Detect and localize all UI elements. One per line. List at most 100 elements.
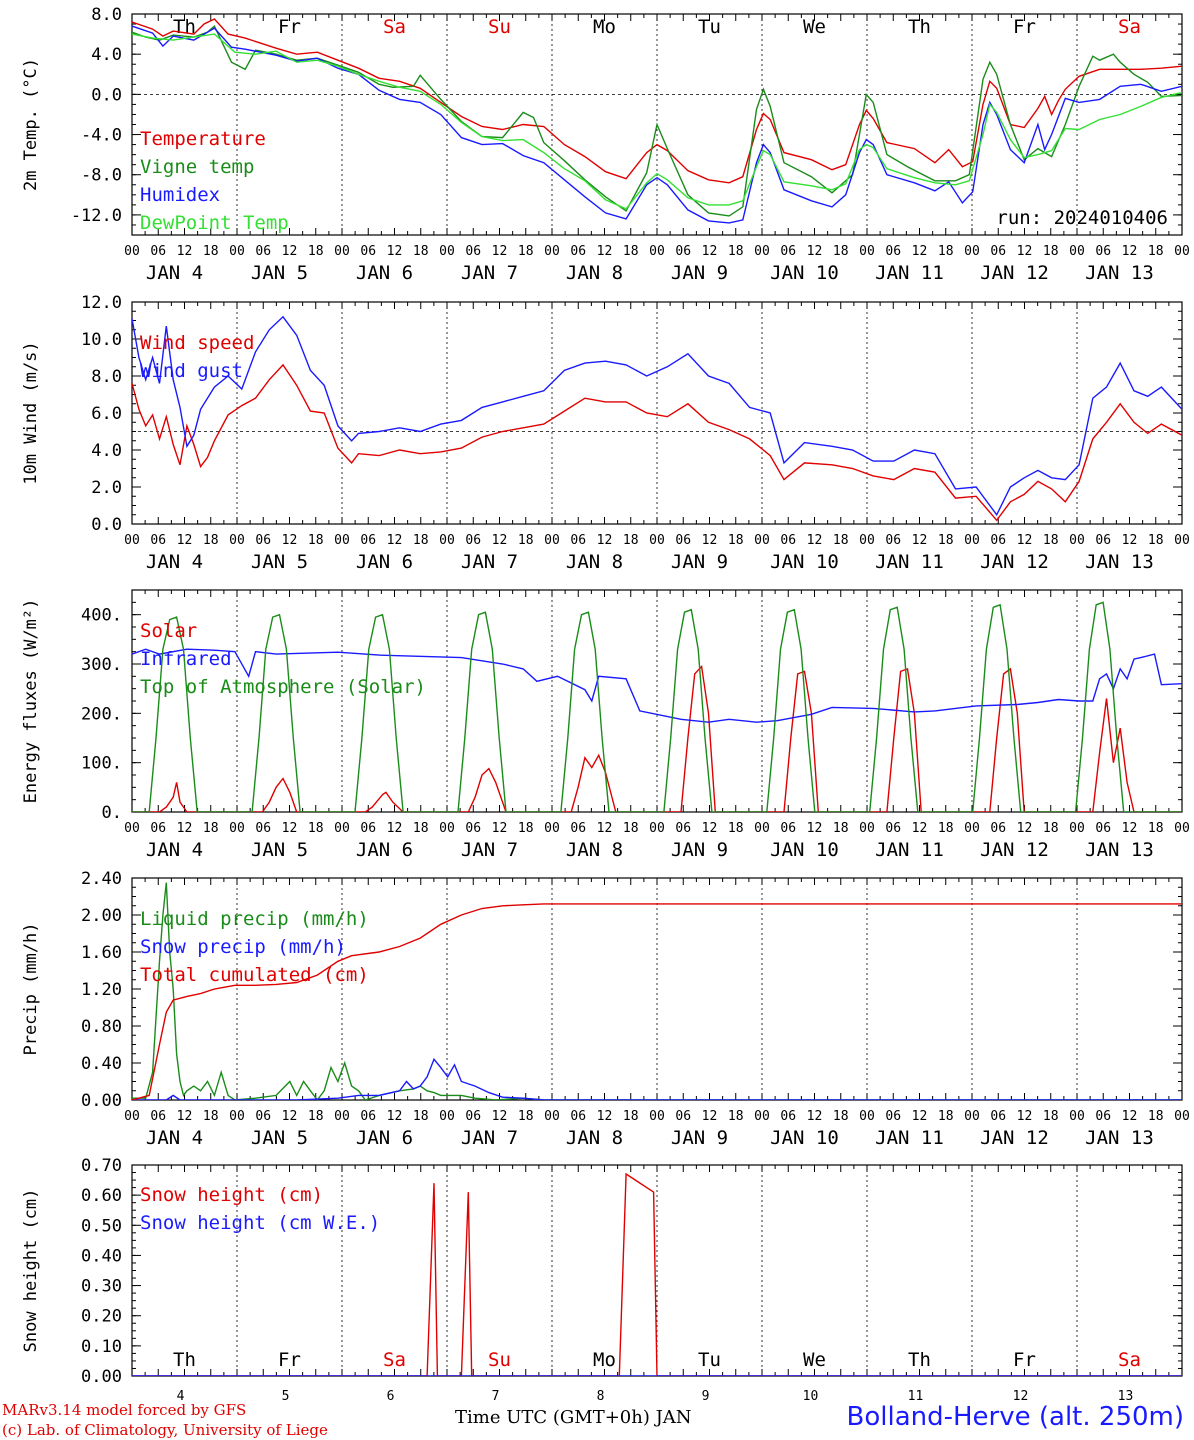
legend-entry: Top of Atmosphere (Solar) <box>140 676 426 698</box>
date-label: JAN 7 <box>461 551 518 573</box>
hour-tick-label: 18 <box>728 821 744 836</box>
hour-tick-label: 18 <box>938 244 954 259</box>
date-label: JAN 9 <box>671 1127 728 1149</box>
y-tick-label: 0.50 <box>81 1216 122 1236</box>
hour-tick-label: 18 <box>728 533 744 548</box>
date-label: JAN 11 <box>875 551 944 573</box>
hour-tick-label: 00 <box>1174 821 1190 836</box>
series-line-red <box>132 903 1182 1100</box>
date-label: JAN 11 <box>875 1127 944 1149</box>
weekday-label: Su <box>488 1349 511 1371</box>
hour-tick-label: 18 <box>1043 821 1059 836</box>
hour-tick-label: 00 <box>334 1109 350 1124</box>
hour-tick-label: 18 <box>938 1109 954 1124</box>
hour-tick-label: 00 <box>544 821 560 836</box>
y-tick-label: 0.30 <box>81 1277 122 1297</box>
date-label: JAN 13 <box>1085 262 1154 284</box>
hour-tick-label: 00 <box>754 244 770 259</box>
hour-tick-label: 00 <box>859 533 875 548</box>
hour-tick-label: 06 <box>885 1109 901 1124</box>
model-credit: MARv3.14 model forced by GFS <box>2 1401 247 1419</box>
date-label: JAN 7 <box>461 839 518 861</box>
hour-tick-label: 12 <box>492 821 508 836</box>
hour-tick-label: 18 <box>413 1109 429 1124</box>
date-label: JAN 9 <box>671 551 728 573</box>
legend-entry: Vigne temp <box>140 156 254 178</box>
hour-tick-label: 06 <box>150 244 166 259</box>
hour-tick-label: 00 <box>1069 533 1085 548</box>
y-tick-label: 1.60 <box>81 943 122 963</box>
date-label: JAN 10 <box>770 262 839 284</box>
hour-tick-label: 12 <box>597 533 613 548</box>
hour-tick-label: 12 <box>387 244 403 259</box>
hour-tick-label: 12 <box>597 821 613 836</box>
day-number-label: 4 <box>177 1389 185 1404</box>
hour-tick-label: 12 <box>282 821 298 836</box>
y-tick-label: 2.00 <box>81 906 122 926</box>
y-tick-label: 8.0 <box>91 5 122 25</box>
date-label: JAN 13 <box>1085 551 1154 573</box>
hour-tick-label: 06 <box>255 533 271 548</box>
hour-tick-label: 12 <box>912 821 928 836</box>
weekday-label: Th <box>908 1349 931 1371</box>
hour-tick-label: 00 <box>754 1109 770 1124</box>
date-label: JAN 10 <box>770 839 839 861</box>
hour-tick-label: 06 <box>990 244 1006 259</box>
y-axis-label: 10m Wind (m/s) <box>21 341 41 484</box>
hour-tick-label: 06 <box>465 821 481 836</box>
hour-tick-label: 12 <box>597 244 613 259</box>
hour-tick-label: 12 <box>807 244 823 259</box>
hour-tick-label: 12 <box>492 533 508 548</box>
hour-tick-label: 00 <box>649 533 665 548</box>
hour-tick-label: 06 <box>570 821 586 836</box>
hour-tick-label: 06 <box>255 1109 271 1124</box>
date-label: JAN 5 <box>251 262 308 284</box>
hour-tick-label: 12 <box>1122 244 1138 259</box>
hour-tick-label: 18 <box>938 821 954 836</box>
hour-tick-label: 00 <box>964 533 980 548</box>
date-label: JAN 12 <box>980 551 1049 573</box>
weekday-label: Sa <box>1118 1349 1141 1371</box>
y-tick-label: 0.00 <box>81 1091 122 1111</box>
y-tick-label: 4.0 <box>91 45 122 65</box>
hour-tick-label: 18 <box>833 1109 849 1124</box>
y-tick-label: 0.00 <box>81 1367 122 1387</box>
hour-tick-label: 06 <box>885 821 901 836</box>
legend-entry: Infrared <box>140 648 232 670</box>
day-number-label: 11 <box>908 1389 924 1404</box>
hour-tick-label: 12 <box>177 533 193 548</box>
hour-tick-label: 00 <box>964 1109 980 1124</box>
x-axis-title: Time UTC (GMT+0h) JAN <box>455 1407 692 1428</box>
date-label: JAN 13 <box>1085 1127 1154 1149</box>
weekday-label: We <box>803 1349 826 1371</box>
hour-tick-label: 12 <box>702 1109 718 1124</box>
weekday-label: Tu <box>698 1349 721 1371</box>
hour-tick-label: 18 <box>308 533 324 548</box>
day-number-label: 13 <box>1118 1389 1134 1404</box>
series-line-red <box>132 1172 1182 1376</box>
hour-tick-label: 18 <box>203 1109 219 1124</box>
hour-tick-label: 18 <box>833 821 849 836</box>
date-label: JAN 4 <box>146 1127 203 1149</box>
y-tick-label: 0.80 <box>81 1017 122 1037</box>
y-tick-label: 0.10 <box>81 1337 122 1357</box>
date-label: JAN 8 <box>566 1127 623 1149</box>
series-line-green <box>132 882 1182 1100</box>
hour-tick-label: 06 <box>570 1109 586 1124</box>
y-tick-label: 0.40 <box>81 1246 122 1266</box>
date-label: JAN 4 <box>146 551 203 573</box>
hour-tick-label: 00 <box>964 821 980 836</box>
hour-tick-label: 00 <box>124 821 140 836</box>
hour-tick-label: 00 <box>124 244 140 259</box>
hour-tick-label: 00 <box>439 244 455 259</box>
hour-tick-label: 06 <box>360 533 376 548</box>
hour-tick-label: 12 <box>492 244 508 259</box>
hour-tick-label: 12 <box>177 244 193 259</box>
hour-tick-label: 12 <box>702 821 718 836</box>
hour-tick-label: 12 <box>807 1109 823 1124</box>
weekday-label: Th <box>908 16 931 38</box>
hour-tick-label: 06 <box>780 821 796 836</box>
hour-tick-label: 06 <box>780 533 796 548</box>
y-tick-label: 1.20 <box>81 980 122 1000</box>
